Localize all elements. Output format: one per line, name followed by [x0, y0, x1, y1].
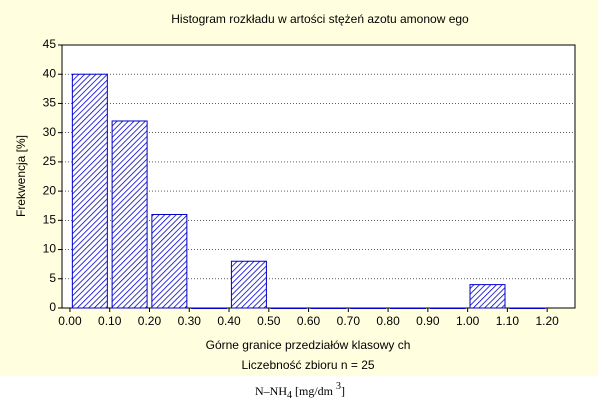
y-tick-label: 30	[43, 125, 57, 139]
bar	[270, 307, 307, 309]
sample-note: Liczebność zbioru n = 25	[241, 358, 374, 372]
x-tick-label: 0.80	[376, 314, 400, 328]
caption-part: ]	[341, 384, 345, 398]
x-tick-label: 0.90	[416, 314, 440, 328]
x-tick-label: 1.10	[496, 314, 520, 328]
x-tick-label: 0.00	[58, 314, 82, 328]
x-tick-label: 0.70	[337, 314, 361, 328]
bar	[429, 307, 466, 309]
y-tick-label: 5	[49, 271, 56, 285]
bar	[389, 307, 426, 309]
y-tick-label: 15	[43, 213, 57, 227]
bar	[310, 307, 347, 309]
y-tick-label: 0	[49, 300, 56, 314]
x-tick-label: 0.10	[98, 314, 122, 328]
x-tick-label: 0.60	[297, 314, 321, 328]
y-tick-label: 10	[43, 242, 57, 256]
bar	[350, 307, 387, 309]
caption: N–NH4 [mg/dm 3]	[255, 381, 345, 401]
caption-part: N–NH	[255, 384, 287, 398]
x-tick-label: 1.00	[456, 314, 480, 328]
x-tick-label: 0.50	[257, 314, 281, 328]
bar	[509, 307, 546, 309]
bar	[71, 73, 108, 309]
x-tick-label: 0.40	[217, 314, 241, 328]
bar	[111, 120, 148, 309]
caption-sup: 3	[336, 381, 341, 392]
y-tick-label: 25	[43, 154, 57, 168]
x-tick-label: 0.20	[138, 314, 162, 328]
y-tick-label: 40	[43, 66, 57, 80]
y-axis-label: Frekwencja [%]	[14, 135, 28, 217]
y-tick-label: 35	[43, 96, 57, 110]
chart-title: Histogram rozkładu w artości stężeń azot…	[171, 12, 469, 26]
y-tick-label: 20	[43, 183, 57, 197]
x-axis-label: Górne granice przedziałów klasowy ch	[206, 338, 411, 352]
caption-sub: 4	[287, 390, 292, 401]
bar	[230, 260, 267, 309]
bar	[469, 284, 506, 309]
bar	[151, 213, 188, 309]
x-tick-label: 1.20	[535, 314, 559, 328]
bar	[191, 307, 228, 309]
x-tick-label: 0.30	[178, 314, 202, 328]
caption-part: [mg/dm	[292, 384, 336, 398]
y-tick-label: 45	[43, 37, 57, 51]
